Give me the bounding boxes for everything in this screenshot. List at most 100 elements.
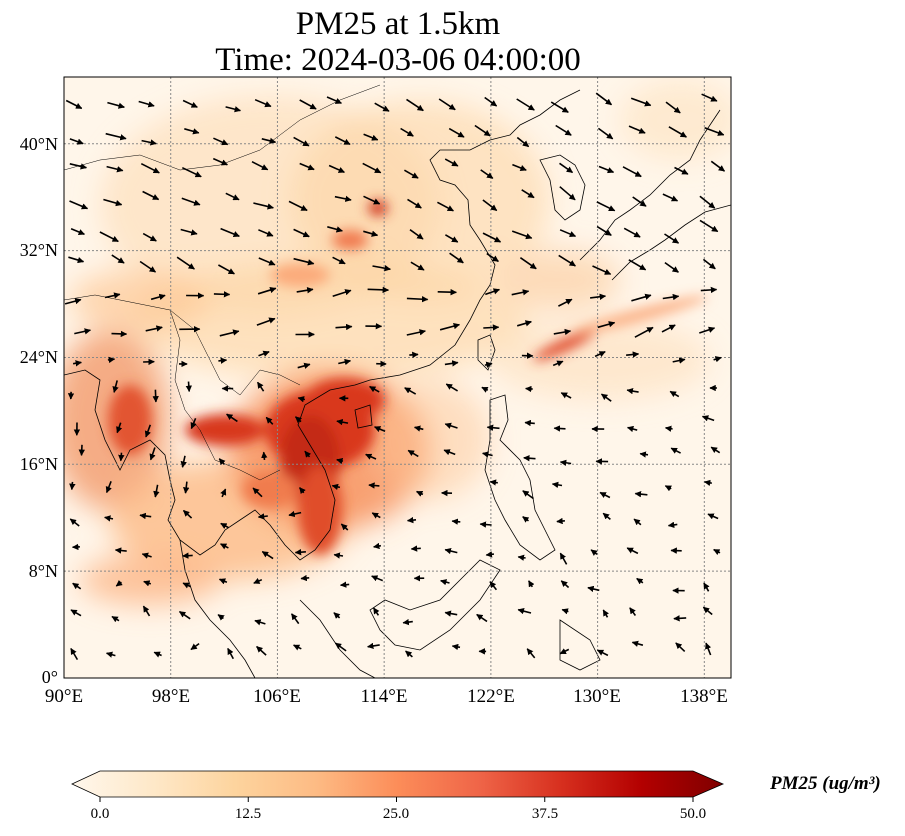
wind-arrow — [705, 642, 712, 656]
wind-arrow — [626, 387, 639, 395]
wind-arrow — [334, 136, 351, 146]
wind-arrow — [99, 231, 119, 243]
wind-arrow — [587, 585, 600, 593]
wind-arrow — [213, 137, 229, 146]
wind-arrow — [258, 229, 274, 237]
wind-arrow — [594, 350, 606, 358]
wind-arrow — [598, 165, 615, 174]
wind-arrow — [480, 169, 494, 179]
wind-arrow — [212, 157, 228, 166]
wind-arrow — [700, 286, 718, 294]
wind-arrow — [558, 298, 573, 307]
wind-arrow — [300, 574, 310, 582]
colorbar-tick-50: 50.0 — [679, 806, 707, 822]
wind-arrow — [374, 426, 386, 433]
wind-arrow — [304, 450, 312, 458]
wind-arrow — [559, 552, 568, 565]
wind-arrow — [365, 453, 377, 460]
wind-arrow — [220, 543, 229, 550]
wind-arrow — [630, 97, 652, 107]
wind-arrow — [153, 651, 162, 658]
wind-arrow — [254, 98, 272, 108]
wind-arrow — [253, 577, 263, 584]
wind-arrow — [482, 232, 502, 243]
wind-arrow — [218, 357, 228, 364]
wind-arrow — [371, 512, 381, 519]
wind-arrow — [713, 356, 722, 363]
wind-arrow — [632, 196, 647, 207]
map-title: PM25 at 1.5km — [295, 6, 501, 42]
wind-arrow — [553, 425, 566, 432]
wind-arrow — [484, 96, 498, 107]
wind-arrow — [69, 200, 89, 210]
wind-arrow — [265, 416, 274, 425]
wind-arrow — [258, 350, 270, 357]
wind-arrow — [288, 200, 308, 212]
wind-arrow — [339, 581, 350, 588]
wind-vectors — [64, 92, 726, 661]
wind-arrow — [516, 136, 530, 148]
wind-arrow — [702, 258, 716, 270]
wind-arrow — [482, 451, 493, 458]
coastlines — [64, 89, 731, 678]
wind-arrow — [665, 101, 681, 114]
wind-arrow — [336, 418, 349, 426]
colorbar-ticks — [99, 797, 694, 802]
wind-arrow — [439, 323, 461, 331]
wind-arrow — [217, 614, 225, 621]
wind-arrow — [522, 490, 534, 500]
wind-arrow — [592, 265, 612, 275]
wind-arrow — [701, 415, 715, 422]
wind-arrow — [444, 547, 458, 555]
wind-arrow — [371, 575, 384, 582]
wind-arrow — [517, 608, 532, 615]
wind-arrow — [410, 545, 421, 552]
wind-arrow — [400, 127, 414, 137]
lon-label-114e: 114°E — [360, 686, 408, 707]
wind-arrow — [142, 190, 160, 201]
wind-arrow — [331, 483, 341, 491]
wind-arrow — [406, 516, 417, 524]
wind-arrow — [699, 326, 716, 334]
wind-arrow — [449, 252, 464, 264]
wind-arrow — [516, 320, 532, 327]
wind-arrow — [142, 605, 151, 617]
wind-arrow — [602, 512, 611, 521]
wind-arrow — [328, 164, 345, 174]
wind-arrow — [153, 484, 160, 498]
wind-arrow — [550, 101, 569, 113]
wind-arrow — [511, 230, 533, 240]
wind-arrow — [404, 169, 419, 179]
wind-arrow — [596, 201, 616, 212]
wind-arrow — [114, 547, 127, 554]
wind-arrow — [522, 516, 530, 523]
wind-arrow — [559, 162, 574, 174]
wind-arrow — [664, 485, 672, 492]
wind-arrow — [669, 390, 680, 398]
wind-arrow — [143, 580, 152, 587]
wind-arrow — [662, 193, 679, 202]
wind-arrow — [405, 650, 413, 658]
wind-arrow — [374, 102, 390, 112]
wind-arrow — [710, 160, 726, 172]
wind-arrow — [152, 389, 159, 403]
wind-arrow — [639, 451, 649, 458]
wind-arrow — [710, 446, 721, 454]
wind-arrow — [602, 609, 609, 618]
lon-label-122e: 122°E — [467, 686, 515, 707]
wind-arrow — [115, 579, 123, 587]
wind-arrow — [139, 512, 152, 520]
wind-arrow — [293, 136, 310, 147]
wind-arrow — [138, 100, 155, 108]
wind-arrow — [338, 358, 352, 366]
wind-arrow — [105, 481, 112, 494]
wind-arrow — [561, 608, 569, 615]
wind-arrow — [333, 612, 341, 619]
wind-arrow — [293, 257, 315, 266]
wind-arrow — [72, 582, 82, 590]
wind-arrow — [485, 288, 501, 296]
wind-arrow — [481, 386, 489, 393]
wind-arrow — [673, 615, 687, 622]
wind-arrow — [182, 582, 191, 589]
